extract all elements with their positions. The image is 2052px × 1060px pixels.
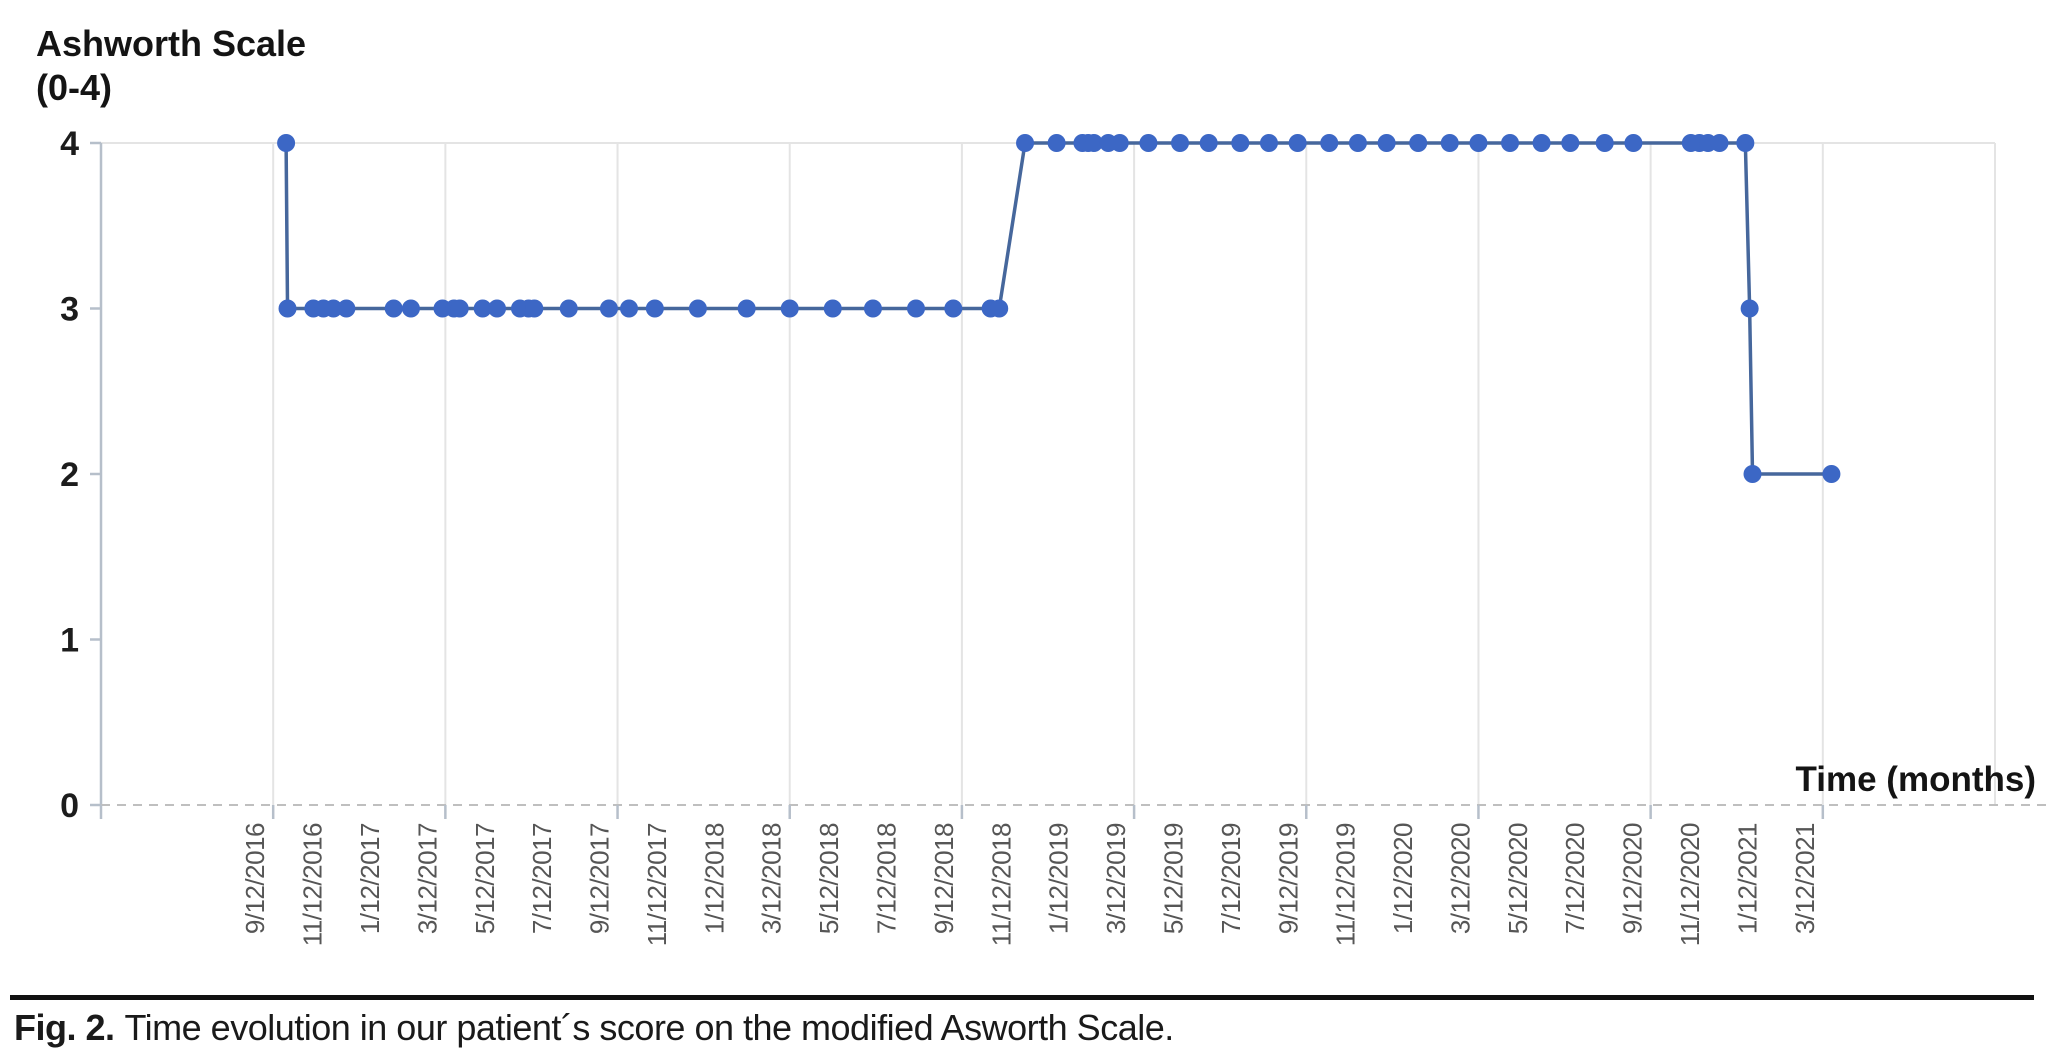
data-point (278, 299, 297, 318)
x-tick-label: 5/12/2017 (470, 823, 500, 934)
x-tick-label: 3/12/2019 (1101, 823, 1131, 934)
data-point (384, 299, 403, 318)
x-tick-label: 11/12/2017 (642, 823, 672, 946)
data-point (737, 299, 756, 318)
data-point (1139, 134, 1158, 152)
data-point (1743, 465, 1762, 483)
x-tick-label: 9/12/2019 (1273, 823, 1303, 934)
y-tick-label: 3 (60, 291, 79, 329)
data-point (1469, 134, 1488, 152)
y-tick-label: 2 (60, 456, 79, 494)
data-point (559, 299, 578, 318)
caption-fig-label: Fig. 2. (14, 1007, 115, 1048)
ashworth-scale-line-chart: 4 3 2 1 0 9/12/2016 11/12/2016 1/12/2017 3/12/20… (60, 125, 2046, 946)
data-point (1259, 134, 1278, 152)
data-point (337, 299, 356, 318)
data-point (1377, 134, 1396, 152)
data-point (1110, 134, 1129, 152)
x-tick-label: 1/12/2020 (1388, 823, 1418, 934)
x-tick-label: 3/12/2020 (1445, 823, 1475, 934)
x-tick-label: 9/12/2018 (929, 823, 959, 934)
x-tick-label: 9/12/2020 (1618, 823, 1648, 934)
data-point (1199, 134, 1218, 152)
data-point (944, 299, 963, 318)
data-point (1016, 134, 1035, 152)
x-tick-label: 9/12/2016 (240, 823, 270, 934)
x-tick-label: 11/12/2020 (1675, 823, 1705, 946)
data-point (1822, 465, 1841, 483)
y-tick-label: 4 (60, 125, 79, 163)
data-point (401, 299, 420, 318)
x-tick-label: 1/12/2019 (1044, 823, 1074, 934)
data-point (1710, 134, 1729, 152)
data-point (1348, 134, 1367, 152)
data-point (688, 299, 707, 318)
x-tick-label: 11/12/2016 (298, 823, 328, 946)
caption-divider (10, 995, 2034, 1000)
y-axis-title-line1: Ashworth Scale (36, 23, 307, 64)
x-tick-label: 3/12/2021 (1790, 823, 1820, 934)
data-point (1740, 299, 1759, 318)
y-tick-label: 0 (60, 787, 79, 825)
data-point (645, 299, 664, 318)
x-tick-label: 1/12/2018 (699, 823, 729, 934)
data-point (324, 299, 343, 318)
x-tick-label: 3/12/2018 (757, 823, 787, 934)
data-point (823, 299, 842, 318)
data-point (780, 299, 799, 318)
x-tick-label: 1/12/2017 (355, 823, 385, 934)
y-tick-label: 1 (60, 622, 79, 660)
figure-caption: Fig. 2. Time evolution in our patient´s s… (14, 1007, 1174, 1049)
data-point (488, 299, 507, 318)
data-point (1624, 134, 1643, 152)
data-point (525, 299, 544, 318)
data-point (863, 299, 882, 318)
x-tick-label: 5/12/2020 (1503, 823, 1533, 934)
data-point (277, 134, 296, 152)
data-point (1440, 134, 1459, 152)
x-tick-label: 11/12/2018 (986, 823, 1016, 946)
x-tick-label: 7/12/2020 (1560, 823, 1590, 934)
data-point (1231, 134, 1250, 152)
data-point (1409, 134, 1428, 152)
data-point (1532, 134, 1551, 152)
x-axis-title: Time (months) (1795, 760, 2036, 799)
data-point (1561, 134, 1580, 152)
data-point (1288, 134, 1307, 152)
x-tick-label: 9/12/2017 (585, 823, 615, 934)
y-axis-title: Ashworth Scale (0-4) (36, 22, 306, 110)
x-tick-label: 11/12/2019 (1331, 823, 1361, 946)
x-tick-label: 1/12/2021 (1732, 823, 1762, 934)
data-point (1171, 134, 1190, 152)
x-tick-label: 7/12/2017 (527, 823, 557, 934)
data-point (1320, 134, 1339, 152)
data-point (450, 299, 469, 318)
data-point (1084, 134, 1103, 152)
caption-text: Time evolution in our patient´s score on… (124, 1007, 1175, 1048)
data-point (1595, 134, 1614, 152)
x-tick-label: 7/12/2019 (1216, 823, 1246, 934)
data-point (599, 299, 618, 318)
x-tick-label: 7/12/2018 (872, 823, 902, 934)
data-point (1047, 134, 1066, 152)
data-point (1501, 134, 1520, 152)
data-point (990, 299, 1009, 318)
data-point (1736, 134, 1755, 152)
data-point (473, 299, 492, 318)
y-axis-title-line2: (0-4) (36, 66, 113, 108)
x-tick-label: 3/12/2017 (412, 823, 442, 934)
data-point (906, 299, 925, 318)
data-point (620, 299, 639, 318)
x-tick-label: 5/12/2019 (1158, 823, 1188, 934)
x-tick-label: 5/12/2018 (814, 823, 844, 934)
